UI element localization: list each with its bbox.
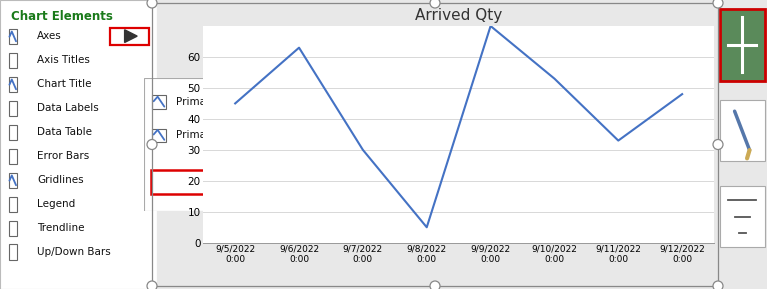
FancyBboxPatch shape xyxy=(110,28,149,45)
FancyBboxPatch shape xyxy=(8,197,17,212)
Circle shape xyxy=(147,0,157,8)
Text: Up/Down Bars: Up/Down Bars xyxy=(37,247,110,257)
Circle shape xyxy=(713,140,723,149)
Circle shape xyxy=(147,140,157,149)
FancyBboxPatch shape xyxy=(719,186,765,247)
FancyBboxPatch shape xyxy=(8,29,17,44)
Text: Axis Titles: Axis Titles xyxy=(37,55,90,65)
Text: Axes: Axes xyxy=(37,31,61,41)
FancyBboxPatch shape xyxy=(8,173,17,188)
FancyBboxPatch shape xyxy=(8,221,17,236)
FancyBboxPatch shape xyxy=(8,53,17,68)
Circle shape xyxy=(147,281,157,289)
Text: Chart Title: Chart Title xyxy=(37,79,91,89)
FancyBboxPatch shape xyxy=(8,244,17,260)
Text: Primary Horizontal: Primary Horizontal xyxy=(176,97,274,107)
Text: Chart Elements: Chart Elements xyxy=(11,10,113,23)
Text: Data Labels: Data Labels xyxy=(37,103,99,113)
Text: Primary Vertical: Primary Vertical xyxy=(176,130,259,140)
Circle shape xyxy=(713,281,723,289)
Text: Trendline: Trendline xyxy=(37,223,84,233)
Circle shape xyxy=(430,0,440,8)
FancyBboxPatch shape xyxy=(719,9,765,81)
FancyBboxPatch shape xyxy=(719,100,765,161)
FancyBboxPatch shape xyxy=(8,77,17,92)
Title: Arrived Qty: Arrived Qty xyxy=(415,8,502,23)
Text: Legend: Legend xyxy=(37,199,75,209)
FancyBboxPatch shape xyxy=(152,129,166,142)
FancyBboxPatch shape xyxy=(151,170,272,194)
Circle shape xyxy=(713,0,723,8)
Text: Data Table: Data Table xyxy=(37,127,92,137)
FancyBboxPatch shape xyxy=(8,149,17,164)
Text: Gridlines: Gridlines xyxy=(37,175,84,185)
FancyBboxPatch shape xyxy=(8,125,17,140)
Polygon shape xyxy=(124,30,137,42)
FancyBboxPatch shape xyxy=(152,95,166,109)
FancyBboxPatch shape xyxy=(8,101,17,116)
Text: More Options...: More Options... xyxy=(172,177,251,187)
Circle shape xyxy=(430,281,440,289)
Text: Error Bars: Error Bars xyxy=(37,151,89,161)
